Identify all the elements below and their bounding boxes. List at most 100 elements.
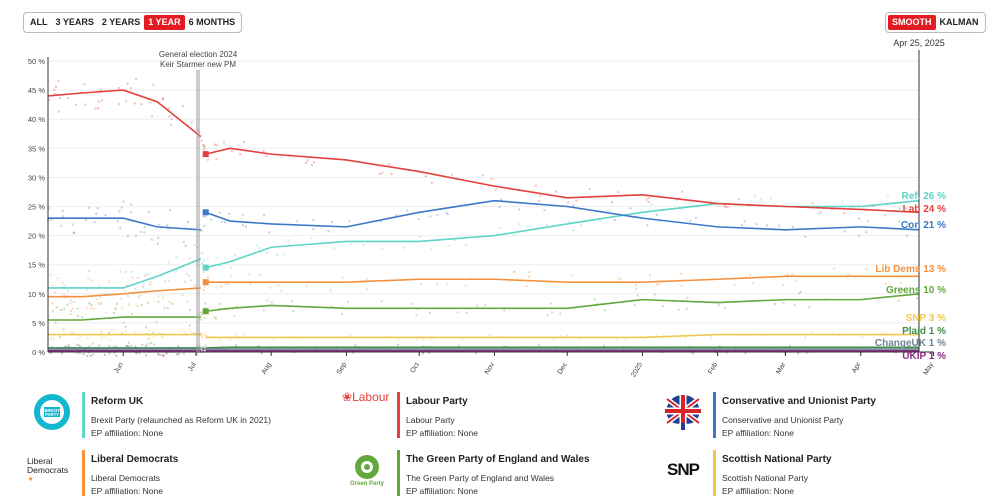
- party-card-green[interactable]: Green Party The Green Party of England a…: [342, 446, 642, 496]
- y-tick-label: 30 %: [28, 173, 45, 182]
- poll-dot: [395, 214, 398, 217]
- poll-dot: [498, 206, 501, 209]
- poll-dot: [884, 214, 887, 217]
- poll-dot: [749, 274, 752, 277]
- election-result-marker: [202, 308, 209, 315]
- poll-dot: [53, 338, 56, 341]
- poll-dot: [709, 200, 712, 203]
- range-6-months-button[interactable]: 6 MONTHS: [188, 17, 236, 27]
- poll-dot: [234, 253, 237, 256]
- party-card-snp[interactable]: SNP Scottish National Party Scottish Nat…: [658, 446, 958, 496]
- range-all-button[interactable]: ALL: [30, 17, 48, 27]
- poll-dot: [465, 244, 468, 247]
- poll-dot: [269, 286, 272, 289]
- poll-dot: [168, 107, 171, 110]
- poll-dot: [99, 88, 102, 91]
- poll-dot: [127, 303, 130, 306]
- poll-dot: [139, 230, 142, 233]
- kalman-button[interactable]: KALMAN: [939, 17, 979, 27]
- poll-dot: [270, 301, 273, 304]
- poll-chart[interactable]: 0 % 5 % 10 % 15 % 20 % 25 % 30 % 35 % 40 % 45 % 50…: [0, 0, 1000, 385]
- poll-dot: [616, 338, 619, 341]
- poll-dot: [256, 244, 259, 247]
- poll-dot: [162, 97, 165, 100]
- poll-dot: [723, 204, 726, 207]
- poll-dot: [685, 307, 688, 310]
- poll-dot: [680, 284, 683, 287]
- party-card-conservative[interactable]: Conservative and Unionist Party Conserva…: [658, 388, 958, 438]
- poll-dot: [53, 88, 56, 91]
- chart-axes: 0 % 5 % 10 % 15 % 20 % 25 % 30 % 35 % 40 % 45 % 50…: [28, 57, 936, 378]
- poll-dot: [500, 198, 503, 201]
- x-tick-label: Dec: [557, 361, 570, 376]
- poll-dot: [190, 331, 193, 334]
- poll-dot: [141, 343, 144, 346]
- poll-dot: [422, 345, 425, 348]
- poll-dot: [658, 283, 661, 286]
- trend-line-greens: [48, 316, 201, 321]
- poll-dot: [96, 206, 99, 209]
- poll-dot: [350, 242, 353, 245]
- poll-dot: [189, 309, 192, 312]
- range-2-years-button[interactable]: 2 YEARS: [101, 17, 141, 27]
- poll-dot: [182, 352, 185, 355]
- y-tick-label: 15 %: [28, 261, 45, 270]
- poll-dot: [188, 275, 191, 278]
- party-card-reform[interactable]: BREXIT PARTY Reform UK Brexit Party (rela…: [27, 388, 327, 438]
- green-color-bar: [397, 450, 400, 496]
- poll-dot: [86, 336, 89, 339]
- snp-affiliation: EP affiliation: None: [722, 486, 794, 496]
- poll-dot: [428, 311, 431, 314]
- poll-dot: [185, 272, 188, 275]
- party-card-labour[interactable]: ❀Labour Labour Party Labour Party EP aff…: [342, 388, 642, 438]
- labour-logo: ❀Labour: [342, 390, 390, 404]
- poll-dot: [381, 248, 384, 251]
- y-tick-label: 40 %: [28, 115, 45, 124]
- y-tick-label: 10 %: [28, 290, 45, 299]
- poll-dot: [69, 298, 72, 301]
- party-legend: BREXIT PARTY Reform UK Brexit Party (rela…: [0, 388, 1000, 503]
- poll-dot: [100, 337, 103, 340]
- poll-dot: [127, 341, 130, 344]
- poll-dot: [797, 352, 800, 355]
- poll-dot: [200, 311, 203, 314]
- poll-dot: [198, 345, 201, 348]
- y-tick-label: 0 %: [32, 348, 45, 357]
- end-label-ref: Ref. 26 %: [902, 191, 947, 202]
- poll-dot: [203, 259, 206, 262]
- poll-dot: [97, 107, 100, 110]
- smooth-button[interactable]: SMOOTH: [888, 15, 936, 30]
- poll-dot: [773, 302, 776, 305]
- poll-dot: [180, 328, 183, 331]
- poll-dot: [162, 296, 165, 299]
- poll-dot: [76, 315, 79, 318]
- poll-dot: [388, 162, 391, 165]
- poll-dot: [656, 213, 659, 216]
- poll-dot: [66, 303, 69, 306]
- poll-dot: [724, 205, 727, 208]
- party-card-libdem[interactable]: Liberal Democrats ✦ Liberal Democrats Li…: [27, 446, 327, 496]
- poll-dot: [570, 274, 573, 277]
- poll-dot: [135, 77, 138, 80]
- range-3-years-button[interactable]: 3 YEARS: [55, 17, 94, 27]
- poll-dot: [231, 150, 234, 153]
- poll-dot: [141, 286, 144, 289]
- poll-dot: [57, 79, 60, 82]
- poll-dot: [817, 212, 820, 215]
- poll-dot: [62, 328, 65, 331]
- range-1-year-button[interactable]: 1 YEAR: [144, 15, 185, 30]
- poll-dot: [203, 307, 206, 310]
- poll-dot: [134, 345, 137, 348]
- poll-dot: [78, 352, 81, 355]
- green-logo-text: Green Party: [349, 481, 385, 487]
- poll-dot: [143, 226, 146, 229]
- poll-dot: [166, 307, 169, 310]
- poll-dot: [112, 351, 115, 354]
- poll-dot: [200, 139, 203, 142]
- poll-dot: [147, 272, 150, 275]
- libdem-logo: Liberal Democrats ✦: [27, 455, 69, 484]
- poll-dot: [474, 351, 477, 354]
- poll-dot: [170, 118, 173, 121]
- poll-dot: [63, 307, 66, 310]
- poll-dot: [221, 220, 224, 223]
